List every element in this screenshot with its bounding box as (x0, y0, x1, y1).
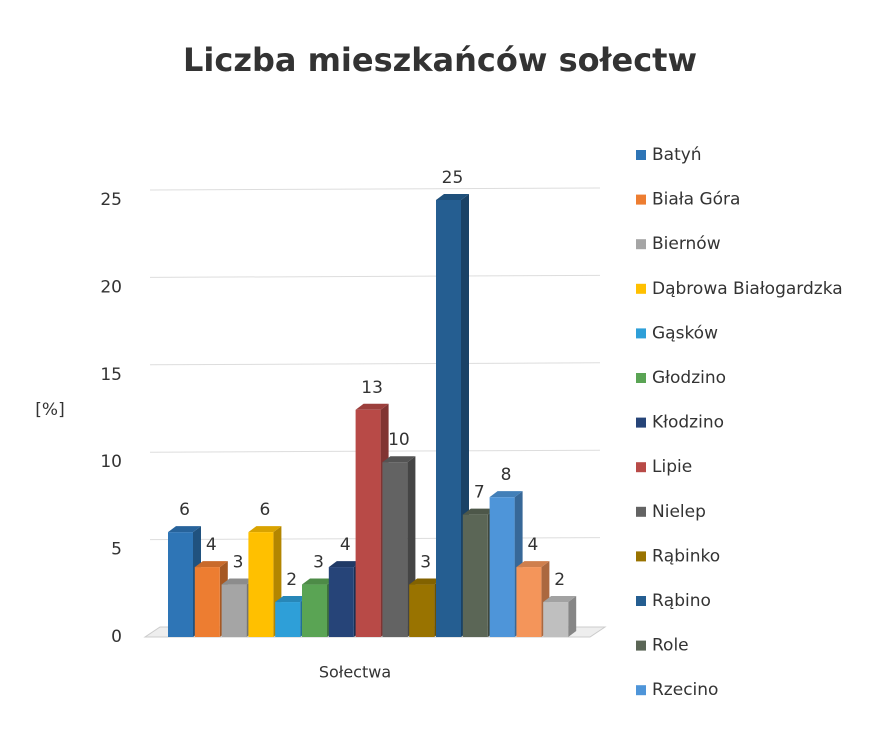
value-label: 2 (554, 570, 565, 590)
legend-label: Kłodzino (652, 413, 724, 433)
value-label: 3 (233, 553, 244, 573)
value-label: 3 (420, 553, 431, 573)
y-tick-label: 15 (100, 365, 122, 385)
bar-face (436, 194, 469, 200)
bar-face (409, 584, 435, 637)
bar-face (328, 561, 362, 568)
legend-label: Lipie (652, 457, 692, 477)
value-label: 3 (313, 553, 324, 573)
bar-face (168, 532, 193, 637)
grid-line (149, 274, 601, 278)
legend-swatch (636, 239, 646, 250)
bar-face (275, 602, 301, 637)
legend-swatch (636, 640, 646, 651)
value-label: 6 (259, 500, 270, 520)
legend-swatch (636, 506, 646, 517)
legend-label: Biała Góra (652, 190, 740, 210)
bar-face (248, 532, 274, 637)
y-tick-label: 0 (111, 627, 122, 647)
bar-face (436, 200, 461, 637)
bar-face (462, 508, 496, 515)
legend-label: Rąbino (652, 591, 711, 611)
bar-face (194, 567, 220, 637)
legend-swatch (636, 283, 646, 294)
chart-title: Liczba mieszkańców sołectw (183, 41, 697, 79)
value-label: 25 (442, 168, 464, 188)
bar (436, 194, 469, 637)
value-label: 2 (286, 570, 297, 590)
legend-label: Gąsków (652, 323, 718, 343)
bar-face (302, 584, 327, 637)
legend-label: Biernów (652, 234, 721, 254)
bar-face (516, 561, 550, 568)
bar-face (355, 409, 381, 637)
bar-face (194, 561, 228, 568)
legend-label: Rąbinko (652, 546, 720, 566)
bar-face (221, 584, 247, 637)
legend-swatch (636, 194, 646, 205)
x-axis-label: Sołectwa (319, 663, 391, 682)
bar-face (248, 526, 282, 533)
y-tick-label: 5 (111, 540, 122, 560)
value-label: 10 (388, 430, 410, 450)
bar-face (409, 578, 443, 585)
legend-swatch (636, 551, 646, 562)
grid-line (149, 362, 601, 366)
legend-label: Nielep (652, 502, 706, 522)
legend-swatch (636, 596, 646, 606)
bar-face (382, 462, 408, 637)
legend-label: Batyń (652, 145, 702, 165)
bar (168, 526, 201, 637)
value-label: 4 (527, 535, 538, 555)
bar-face (328, 567, 354, 637)
y-tick-label: 20 (100, 277, 122, 297)
y-tick-label: 25 (100, 190, 122, 210)
legend-swatch (636, 685, 646, 696)
bar-face (489, 497, 515, 637)
legend-swatch (636, 373, 646, 383)
bar (543, 596, 577, 637)
bar-face (543, 602, 569, 637)
value-label: 13 (361, 378, 383, 398)
legend-swatch (636, 417, 646, 428)
bar-face (462, 514, 488, 637)
grid-line (149, 187, 601, 191)
bar-face (275, 596, 309, 603)
bar-face (221, 578, 255, 585)
legend-label: Role (652, 636, 689, 656)
legend-label: Rzecino (652, 680, 718, 700)
y-tick-label: 10 (100, 452, 122, 472)
value-label: 4 (206, 535, 217, 555)
legend-label: Dąbrowa Białogardzka (652, 279, 843, 299)
value-label: 7 (474, 483, 485, 503)
legend-label: Głodzino (652, 368, 726, 388)
value-label: 4 (340, 535, 351, 555)
bar-face (302, 578, 335, 585)
y-axis-label: [%] (35, 400, 64, 420)
value-label: 6 (179, 500, 190, 520)
bar-face (543, 596, 577, 603)
bar (382, 456, 416, 637)
bar-face (568, 596, 577, 637)
bar-face (355, 403, 389, 410)
legend-swatch (636, 462, 646, 473)
value-label: 8 (501, 465, 512, 485)
legend-swatch (636, 328, 646, 339)
legend-swatch (636, 150, 646, 160)
bar-face (168, 526, 201, 533)
bar-face (489, 491, 523, 498)
bar-face (516, 567, 542, 637)
bar-face (382, 456, 416, 463)
